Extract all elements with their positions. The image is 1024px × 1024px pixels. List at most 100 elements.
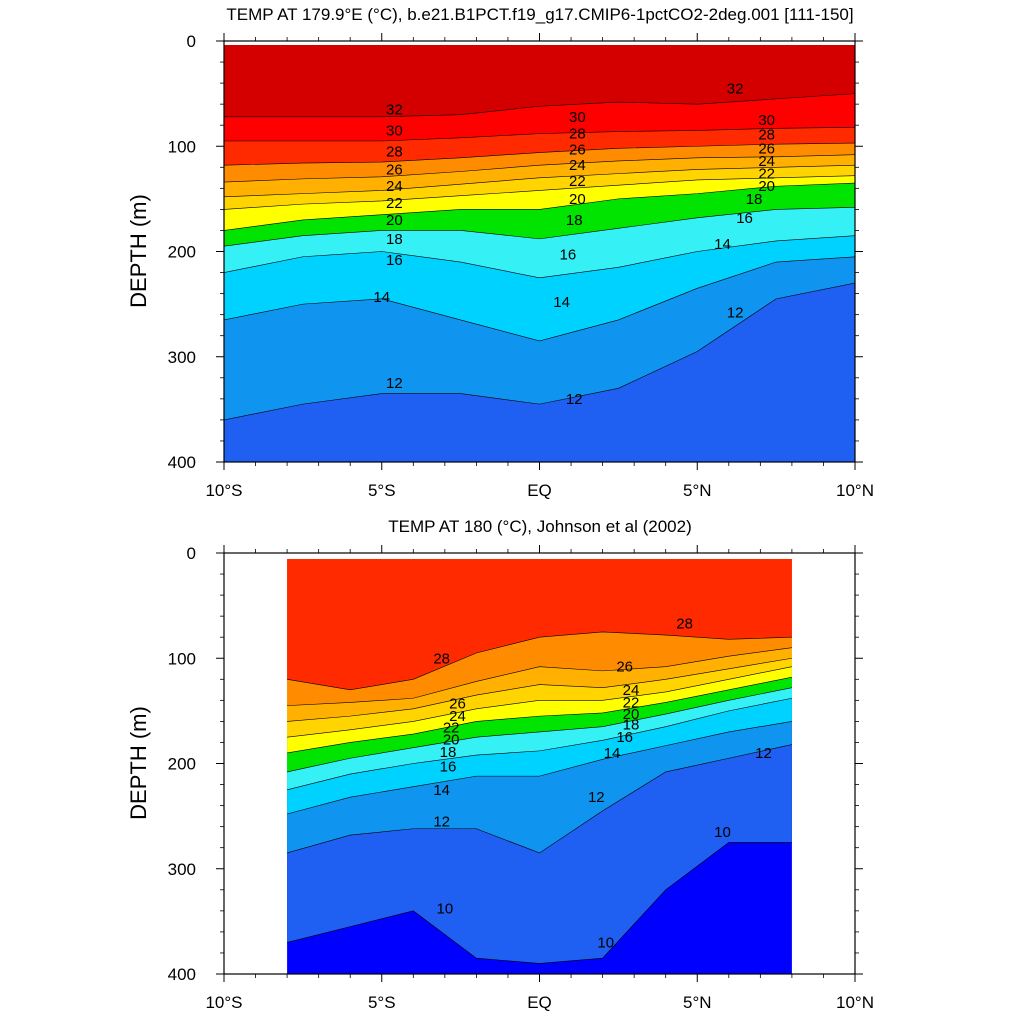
x-tick-label: EQ	[527, 993, 552, 1012]
contour-line-24	[224, 164, 855, 198]
y-axis-label: DEPTH (m)	[126, 194, 151, 308]
chart-panel-top: TEMP AT 179.9°E (°C), b.e21.B1PCT.f19_g1…	[126, 5, 874, 500]
contour-line-22	[287, 666, 792, 738]
contour-label: 12	[727, 305, 744, 322]
contour-band-32	[224, 45, 855, 117]
contour-line-22	[224, 175, 855, 210]
y-tick-label: 0	[187, 32, 196, 51]
y-tick-label: 400	[168, 965, 196, 984]
contour-label: 20	[386, 212, 403, 229]
contour-line-26	[287, 647, 792, 706]
contour-label: 18	[746, 191, 763, 208]
x-tick-label: 10°N	[836, 481, 874, 500]
contour-line-16	[224, 235, 855, 279]
contour-label: 20	[758, 178, 775, 195]
contour-label: 28	[433, 650, 450, 667]
contour-label: 30	[569, 109, 586, 126]
contour-line-12	[224, 282, 855, 421]
contour-label: 18	[566, 212, 583, 229]
contour-label: 32	[727, 80, 744, 97]
contour-line-10	[287, 842, 792, 964]
contour-line-18	[287, 687, 792, 773]
contour-label: 26	[386, 161, 403, 178]
contour-label: 12	[433, 813, 450, 830]
contour-line-26	[224, 154, 855, 183]
contour-label: 28	[676, 616, 693, 633]
y-tick-label: 400	[168, 453, 196, 472]
y-axis-ticks: 0 100 200 300 400	[168, 544, 863, 984]
contour-label: 18	[440, 744, 457, 761]
y-tick-label: 0	[187, 544, 196, 563]
contour-label: 12	[566, 391, 583, 408]
contour-label: 28	[758, 127, 775, 144]
contour-line-20	[224, 182, 855, 231]
chart-panel-bottom: TEMP AT 180 (°C), Johnson et al (2002) 2…	[126, 517, 874, 1012]
y-tick-label: 100	[168, 137, 196, 156]
contour-line-28	[224, 142, 855, 166]
contour-label: 20	[623, 706, 640, 723]
x-axis-ticks: 10°S 5°S EQ 5°N 10°N	[205, 545, 874, 1012]
contour-line-18	[224, 206, 855, 247]
contour-lines	[287, 631, 792, 964]
contour-label: 16	[560, 247, 577, 264]
contour-line-16	[287, 697, 792, 791]
contour-label: 32	[386, 101, 403, 118]
chart-title: TEMP AT 179.9°E (°C), b.e21.B1PCT.f19_g1…	[226, 5, 853, 24]
contour-label: 20	[569, 191, 586, 208]
contour-label: 22	[443, 720, 460, 737]
contour-label: 10	[437, 901, 454, 918]
contour-line-24	[287, 657, 792, 722]
y-tick-label: 200	[168, 755, 196, 774]
y-tick-label: 200	[168, 243, 196, 262]
contour-label: 26	[569, 141, 586, 158]
contour-lines	[224, 93, 855, 421]
contour-label: 24	[449, 708, 466, 725]
contour-line-28	[287, 631, 792, 691]
contour-line-20	[287, 676, 792, 754]
contour-label: 26	[449, 696, 466, 713]
y-axis-label: DEPTH (m)	[126, 706, 151, 820]
x-tick-label: 5°S	[368, 993, 396, 1012]
x-tick-label: 5°N	[683, 993, 712, 1012]
x-axis-ticks: 10°S 5°S EQ 5°N 10°N	[205, 33, 874, 500]
contour-label: 26	[616, 659, 633, 676]
contour-label: 28	[569, 126, 586, 143]
contour-label: 26	[758, 140, 775, 157]
contour-label: 12	[588, 789, 605, 806]
chart-title: TEMP AT 180 (°C), Johnson et al (2002)	[388, 517, 692, 536]
contour-label: 14	[714, 236, 731, 253]
contour-label: 16	[386, 252, 403, 269]
contour-label: 30	[758, 112, 775, 129]
y-tick-label: 300	[168, 348, 196, 367]
contour-fills	[224, 45, 855, 462]
contour-label: 30	[386, 122, 403, 139]
contour-label: 14	[553, 294, 570, 311]
x-tick-label: 10°S	[205, 481, 242, 500]
x-tick-label: 5°N	[683, 481, 712, 500]
contour-label: 18	[386, 231, 403, 248]
contour-label: 16	[440, 759, 457, 776]
contour-label: 22	[758, 166, 775, 183]
x-tick-label: 5°S	[368, 481, 396, 500]
contour-label: 10	[714, 824, 731, 841]
contour-labels: 2826242220181614121028262422201816141210…	[433, 616, 771, 952]
contour-line-30	[224, 127, 855, 142]
contour-label: 16	[736, 210, 753, 227]
contour-fills	[287, 559, 792, 974]
contour-label: 22	[623, 694, 640, 711]
contour-line-14	[287, 721, 792, 815]
contour-line-32	[224, 93, 855, 118]
contour-label: 22	[569, 173, 586, 190]
contour-label: 10	[597, 934, 614, 951]
contour-label: 24	[569, 157, 586, 174]
contour-label: 14	[433, 782, 450, 799]
contour-label: 18	[623, 717, 640, 734]
contour-label: 20	[443, 731, 460, 748]
y-axis-ticks: 0 100 200 300 400	[168, 32, 863, 472]
x-tick-label: 10°N	[836, 993, 874, 1012]
contour-line-12	[287, 744, 792, 854]
contour-line-14	[224, 256, 855, 342]
contour-label: 16	[616, 729, 633, 746]
y-tick-label: 300	[168, 860, 196, 879]
